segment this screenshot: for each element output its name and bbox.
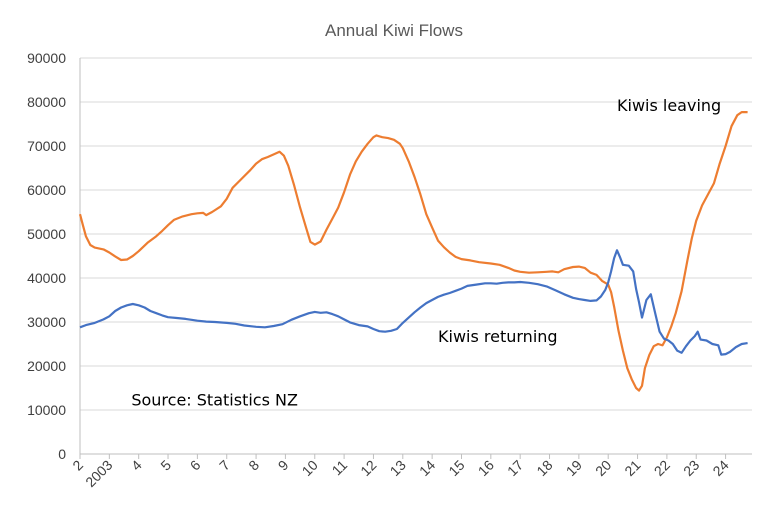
annotation: Kiwis returning <box>438 327 558 346</box>
x-tick-label: 2003 <box>82 457 115 490</box>
x-tick-label: 6 <box>187 457 204 474</box>
x-tick-label: 21 <box>621 457 643 479</box>
y-tick-label: 90000 <box>27 50 66 66</box>
y-tick-label: 50000 <box>27 226 66 242</box>
annotation: Kiwis leaving <box>617 96 721 115</box>
x-tick-label: 18 <box>533 457 555 479</box>
x-tick-label: 22 <box>651 457 673 479</box>
x-tick-label: 12 <box>357 457 379 479</box>
annotations: Kiwis leaving Kiwis returning Source: Stat… <box>131 96 721 410</box>
x-tick-label: 4 <box>128 457 145 474</box>
y-tick-label: 70000 <box>27 138 66 154</box>
x-tick-label: 14 <box>416 457 438 479</box>
gridlines <box>80 57 752 411</box>
y-tick-label: 10000 <box>27 402 66 418</box>
x-tick-label: 7 <box>216 457 233 474</box>
y-tick-label: 60000 <box>27 182 66 198</box>
chart-title: Annual Kiwi Flows <box>325 21 463 40</box>
x-tick-label: 17 <box>504 457 526 479</box>
x-tick-label: 15 <box>445 457 467 479</box>
x-tick-label: 10 <box>299 457 321 479</box>
y-tick-label: 20000 <box>27 358 66 374</box>
y-tick-label: 30000 <box>27 314 66 330</box>
x-tick-label: 8 <box>245 457 262 474</box>
y-tick-label: 0 <box>58 446 66 462</box>
x-tick-label: 20 <box>592 457 614 479</box>
x-tick-label: 11 <box>329 457 351 479</box>
annotation: Source: Statistics NZ <box>131 391 298 410</box>
series-line-kiwis-leaving <box>78 111 748 392</box>
x-tick-label: 16 <box>475 457 497 479</box>
x-tick-label: 19 <box>563 457 585 479</box>
x-tick-label: 13 <box>387 457 409 479</box>
x-tick-label: 9 <box>275 457 292 474</box>
y-axis: 0 10000 20000 30000 40000 50000 60000 70000 8000… <box>27 50 81 462</box>
x-tick-label: 24 <box>709 457 731 479</box>
x-tick-label: 5 <box>157 457 174 474</box>
y-tick-label: 80000 <box>27 94 66 110</box>
y-tick-label: 40000 <box>27 270 66 286</box>
series-lines <box>78 111 748 392</box>
x-tick-label: 23 <box>680 457 702 479</box>
series-line-kiwis-returning <box>79 249 748 356</box>
x-tick-label: 2 <box>69 457 86 474</box>
